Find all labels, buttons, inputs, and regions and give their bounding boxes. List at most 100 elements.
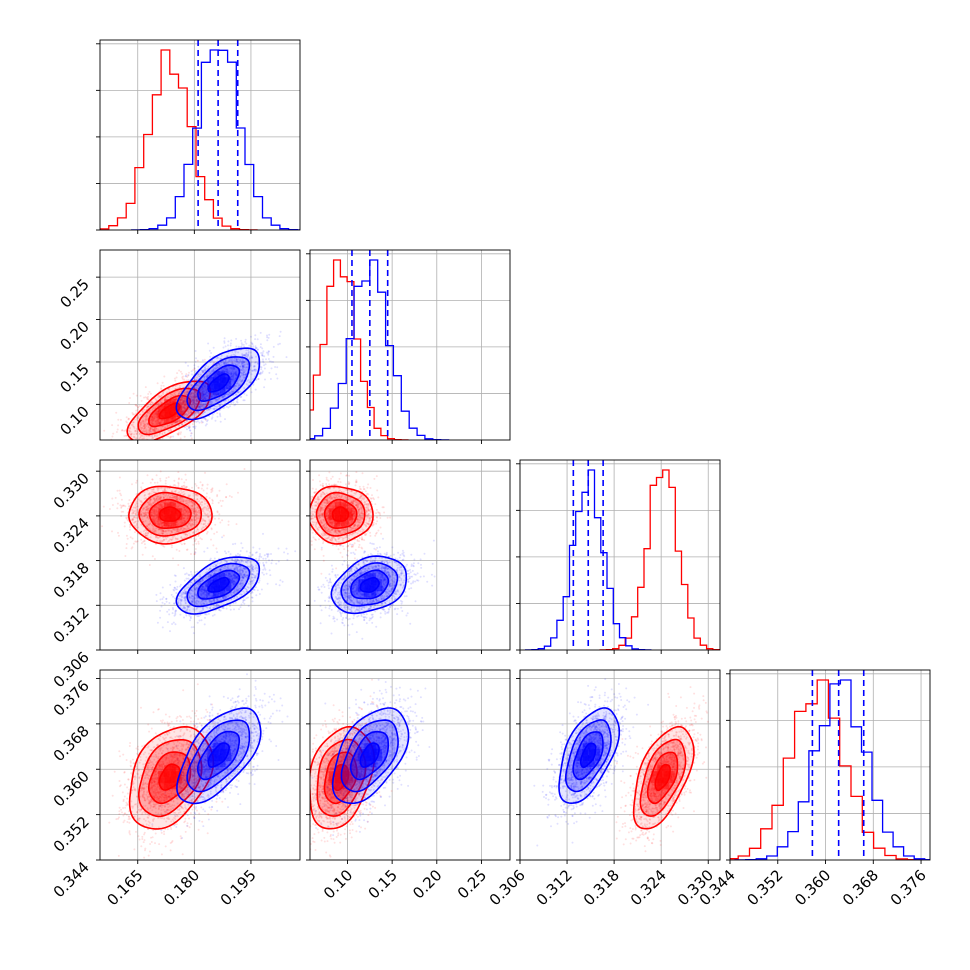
- scatter-point: [171, 394, 174, 397]
- scatter-point: [170, 428, 172, 431]
- scatter-point: [151, 427, 153, 430]
- scatter-point: [149, 481, 152, 484]
- scatter-point: [227, 344, 229, 347]
- scatter-point: [177, 530, 180, 533]
- scatter-point: [231, 370, 234, 373]
- scatter-point: [204, 424, 207, 427]
- scatter-point: [193, 502, 196, 505]
- scatter-point: [261, 354, 263, 357]
- scatter-point: [203, 375, 206, 378]
- scatter-point: [136, 517, 139, 519]
- scatter-point: [253, 365, 256, 368]
- scatter-point: [177, 471, 180, 474]
- scatter-point: [123, 429, 126, 432]
- scatter-point: [183, 508, 186, 511]
- scatter-point: [139, 435, 142, 438]
- scatter-point: [173, 495, 176, 498]
- scatter-point: [205, 495, 208, 498]
- scatter-point: [234, 403, 237, 406]
- scatter-point: [255, 355, 257, 358]
- scatter-point: [195, 538, 197, 541]
- scatter-point: [179, 402, 182, 405]
- scatter-point: [241, 363, 244, 366]
- scatter-point: [145, 406, 148, 409]
- scatter-point: [164, 397, 167, 399]
- scatter-point: [147, 429, 150, 432]
- scatter-point: [136, 430, 139, 433]
- scatter-point: [220, 391, 223, 394]
- scatter-point: [235, 358, 238, 361]
- scatter-point: [155, 423, 158, 426]
- scatter-point: [131, 518, 134, 521]
- scatter-point: [255, 557, 258, 560]
- scatter-point: [246, 363, 248, 365]
- scatter-point: [219, 415, 222, 418]
- histogram-layer: [310, 250, 450, 440]
- scatter-point: [235, 374, 238, 377]
- scatter-point: [182, 400, 185, 402]
- scatter-point: [197, 487, 200, 489]
- scatter-point: [146, 516, 149, 519]
- scatter-point: [145, 415, 148, 418]
- scatter-point: [264, 378, 266, 381]
- scatter-point: [172, 400, 175, 403]
- scatter-point: [130, 435, 133, 438]
- scatter-point: [244, 355, 247, 358]
- scatter-point: [147, 405, 150, 408]
- scatter-point: [141, 511, 144, 514]
- scatter-point: [241, 354, 244, 357]
- scatter-point: [171, 496, 173, 499]
- scatter-point: [256, 348, 259, 351]
- scatter-point: [155, 508, 158, 511]
- scatter-point: [148, 507, 151, 510]
- scatter-point: [200, 504, 203, 506]
- scatter-point: [204, 471, 206, 474]
- scatter-point: [120, 442, 122, 444]
- scatter-point: [195, 378, 198, 381]
- scatter-point: [244, 374, 247, 376]
- scatter-point: [143, 512, 146, 515]
- scatter-point: [231, 358, 234, 360]
- scatter-point: [158, 497, 161, 500]
- histogram-layer: [100, 40, 300, 230]
- scatter-point: [199, 373, 202, 376]
- scatter-point: [151, 416, 154, 419]
- scatter-point: [235, 360, 238, 363]
- scatter-point: [230, 378, 233, 381]
- scatter-point: [180, 408, 183, 411]
- scatter-point: [139, 434, 142, 437]
- scatter-point: [154, 430, 157, 433]
- scatter-point: [211, 487, 214, 490]
- scatter-point: [230, 371, 233, 374]
- scatter-point: [235, 523, 238, 526]
- scatter-point: [232, 375, 235, 378]
- scatter-point: [225, 496, 227, 499]
- scatter-point: [141, 518, 144, 521]
- scatter-point: [162, 493, 164, 496]
- scatter-point: [155, 474, 158, 477]
- scatter-point: [235, 371, 238, 374]
- scatter-point: [143, 515, 146, 518]
- scatter-point: [179, 437, 182, 440]
- scatter-point: [238, 383, 241, 386]
- scatter-point: [159, 487, 162, 490]
- scatter-point: [188, 385, 191, 388]
- scatter-point: [133, 509, 136, 512]
- scatter-point: [151, 508, 154, 511]
- scatter-point: [179, 527, 182, 529]
- scatter-point: [219, 403, 222, 406]
- scatter-point: [217, 356, 220, 359]
- scatter-point: [183, 542, 186, 545]
- scatter-point: [192, 391, 195, 394]
- scatter-point: [186, 534, 189, 537]
- scatter-point: [207, 380, 210, 383]
- scatter-point: [221, 519, 224, 522]
- scatter-point: [135, 507, 137, 510]
- scatter-point: [159, 479, 162, 482]
- scatter-point: [193, 402, 196, 405]
- scatter-point: [136, 540, 139, 543]
- scatter-point: [177, 484, 180, 487]
- scatter-point: [231, 379, 234, 382]
- scatter-point: [202, 369, 205, 372]
- scatter-point: [135, 508, 138, 511]
